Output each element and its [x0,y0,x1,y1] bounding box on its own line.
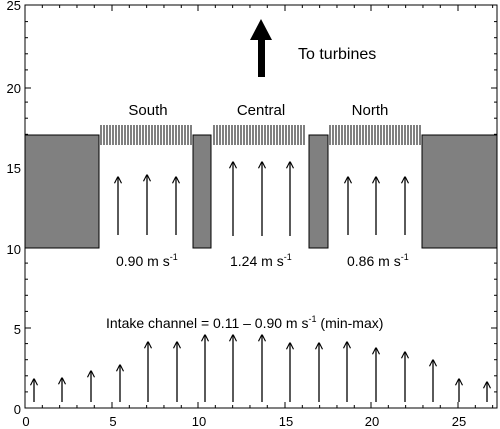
x-tick-label-20: 20 [365,414,379,429]
bay-arrows-north [348,177,405,235]
bay-velocity-central: 1.24 m s-1 [230,252,292,269]
trash-rack-south [100,125,192,145]
pier-central-north [308,134,329,249]
y-tick-label-5: 5 [14,322,21,337]
bay-arrows-south [118,175,176,235]
axis-ticks [24,4,497,409]
x-tick-label-10: 10 [192,414,206,429]
bay-name-central: Central [237,102,285,119]
x-tick-label-25: 25 [452,414,466,429]
to-turbines-label: To turbines [298,46,376,63]
west-wall-block [24,134,100,249]
x-tick-label-5: 5 [109,414,116,429]
intake-channel-label: Intake channel = 0.11 – 0.90 m s-1 (min-… [106,314,383,331]
turbine-direction-arrow [250,19,272,77]
y-tick-label-10: 10 [7,242,21,257]
bay-name-north: North [352,102,389,119]
bay-velocity-south: 0.90 m s-1 [116,252,178,269]
bay-velocity-north: 0.86 m s-1 [347,252,409,269]
y-tick-label-20: 20 [7,81,21,96]
pier-south-central [192,134,212,249]
x-tick-label-0: 0 [22,414,29,429]
trash-rack-central [213,125,305,145]
trash-rack-north [329,125,421,145]
y-tick-label-0: 0 [14,402,21,417]
x-tick-label-15: 15 [279,414,293,429]
bay-arrows-central [233,162,290,236]
intake-channel-arrows [34,335,487,402]
y-tick-label-25: 25 [7,0,21,13]
east-wall-block [421,134,498,249]
y-tick-label-15: 15 [7,161,21,176]
bay-name-south: South [128,102,167,119]
